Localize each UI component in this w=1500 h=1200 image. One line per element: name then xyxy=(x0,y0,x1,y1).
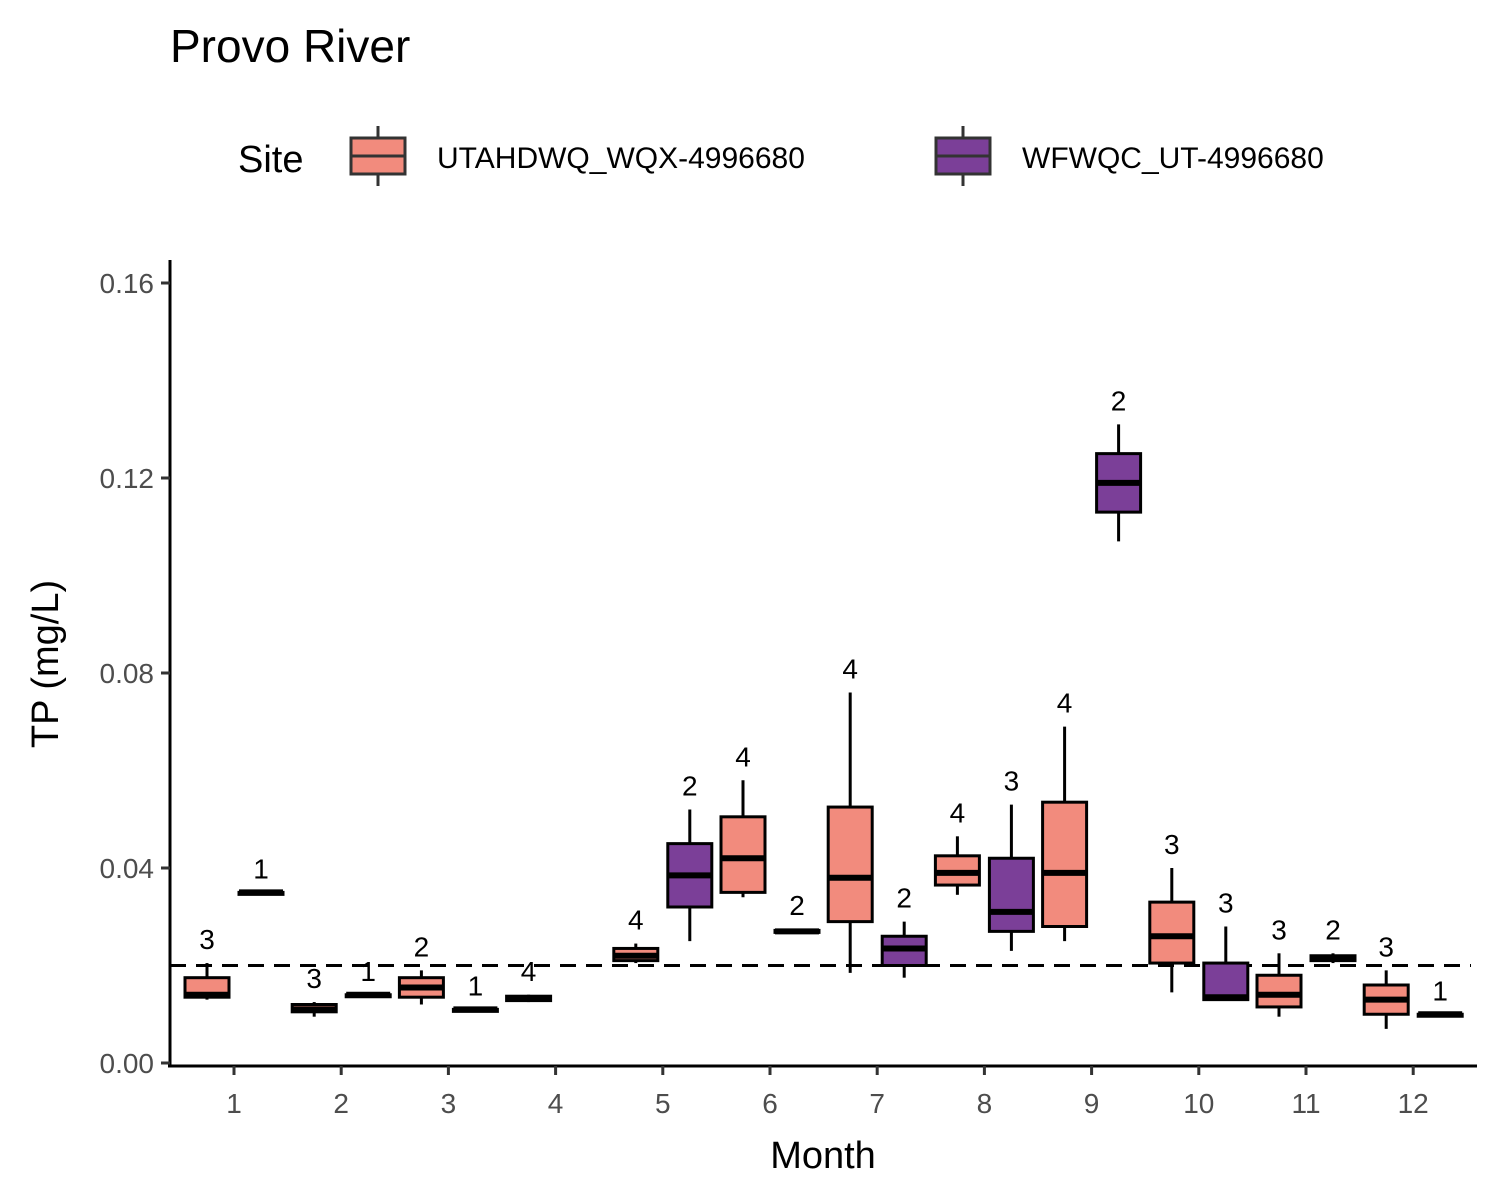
box-wfwqc-month-10 xyxy=(1202,926,1250,1002)
x-axis-title: Month xyxy=(770,1135,876,1177)
count-label: 3 xyxy=(1218,888,1234,919)
box-wfwqc-month-1 xyxy=(237,889,285,896)
x-tick-label: 10 xyxy=(1183,1088,1214,1119)
count-label: 3 xyxy=(199,924,215,955)
legend-label-wfwqc: WFWQC_UT-4996680 xyxy=(1022,142,1324,175)
box-utahdwq-month-5 xyxy=(612,943,660,964)
count-label: 1 xyxy=(468,970,484,1001)
box-utahdwq-month-2 xyxy=(290,1002,338,1017)
box xyxy=(826,805,874,924)
count-label: 1 xyxy=(253,853,269,884)
box-utahdwq-month-9 xyxy=(1041,726,1089,942)
box-utahdwq-month-7 xyxy=(826,692,874,973)
box xyxy=(1041,800,1089,928)
count-label: 3 xyxy=(306,963,322,994)
box-plots xyxy=(183,424,1464,1029)
box xyxy=(719,815,767,894)
y-tick-label: 0.04 xyxy=(100,853,155,884)
x-tick-label: 9 xyxy=(1084,1088,1100,1119)
x-tick-label: 2 xyxy=(333,1088,349,1119)
box-wfwqc-month-7 xyxy=(880,921,928,978)
y-tick-label: 0.00 xyxy=(100,1048,155,1079)
count-label: 2 xyxy=(896,883,912,914)
box xyxy=(1202,961,1250,1002)
count-label: 1 xyxy=(1432,975,1448,1006)
y-axis-title: TP (mg/L) xyxy=(25,580,67,748)
box xyxy=(1255,973,1303,1009)
legend: Site UTAHDWQ_WQX-4996680 WFWQC_UT-499668… xyxy=(238,126,1324,186)
count-label: 4 xyxy=(735,741,751,772)
x-tick-label: 12 xyxy=(1398,1088,1429,1119)
count-label: 3 xyxy=(1004,766,1020,797)
count-label: 2 xyxy=(789,890,805,921)
count-label: 4 xyxy=(521,956,537,987)
x-tick-label: 8 xyxy=(977,1088,993,1119)
count-label: 4 xyxy=(628,905,644,936)
box-utahdwq-month-12 xyxy=(1362,970,1410,1029)
count-label: 3 xyxy=(1271,914,1287,945)
count-label: 4 xyxy=(1057,688,1073,719)
count-label: 4 xyxy=(842,654,858,685)
box-wfwqc-month-3 xyxy=(451,1006,499,1013)
box-wfwqc-month-12 xyxy=(1416,1011,1464,1018)
x-tick-label: 1 xyxy=(226,1088,242,1119)
x-tick-label: 4 xyxy=(548,1088,564,1119)
box-utahdwq-month-4 xyxy=(505,994,553,1003)
box-wfwqc-month-2 xyxy=(344,991,392,999)
box-wfwqc-month-9 xyxy=(1095,424,1143,542)
box-utahdwq-month-10 xyxy=(1148,868,1196,993)
count-label: 3 xyxy=(1164,829,1180,860)
box-wfwqc-month-5 xyxy=(666,809,714,942)
x-tick-label: 7 xyxy=(869,1088,885,1119)
count-label: 2 xyxy=(1325,914,1341,945)
box-wfwqc-month-11 xyxy=(1309,953,1357,964)
box xyxy=(1148,900,1196,965)
box-wfwqc-month-8 xyxy=(987,804,1035,951)
x-tick-label: 5 xyxy=(655,1088,671,1119)
y-tick-label: 0.12 xyxy=(100,463,155,494)
box-utahdwq-month-8 xyxy=(933,836,981,895)
legend-label-utahdwq: UTAHDWQ_WQX-4996680 xyxy=(437,142,805,175)
count-label: 3 xyxy=(1378,931,1394,962)
count-label: 4 xyxy=(950,797,966,828)
box-utahdwq-month-1 xyxy=(183,963,231,1000)
count-label: 2 xyxy=(414,931,430,962)
count-label: 1 xyxy=(360,956,376,987)
box-utahdwq-month-6 xyxy=(719,780,767,898)
box xyxy=(987,856,1035,933)
count-labels: 3 3 2 4 4 4 4 4 4 3 3 3 1 1 1 2 2 2 3 2 3 2 1 xyxy=(199,385,1448,1006)
box-utahdwq-month-3 xyxy=(397,970,445,1005)
y-axis: 0.00 0.04 0.08 0.12 0.16 xyxy=(100,260,172,1079)
chart-title: Provo River xyxy=(170,20,410,72)
legend-title: Site xyxy=(238,139,303,181)
x-tick-label: 6 xyxy=(762,1088,778,1119)
y-tick-label: 0.08 xyxy=(100,658,155,689)
count-label: 2 xyxy=(1111,385,1127,416)
box-wfwqc-month-6 xyxy=(773,928,821,935)
y-tick-label: 0.16 xyxy=(100,268,155,299)
legend-key-utahdwq xyxy=(349,126,407,186)
legend-key-wfwqc xyxy=(934,126,992,186)
count-label: 2 xyxy=(682,771,698,802)
x-tick-label: 3 xyxy=(441,1088,457,1119)
x-tick-label: 11 xyxy=(1291,1088,1320,1119)
x-axis: 1 2 3 4 5 6 7 8 9 10 11 12 xyxy=(168,1064,1477,1119)
box-utahdwq-month-11 xyxy=(1255,953,1303,1017)
